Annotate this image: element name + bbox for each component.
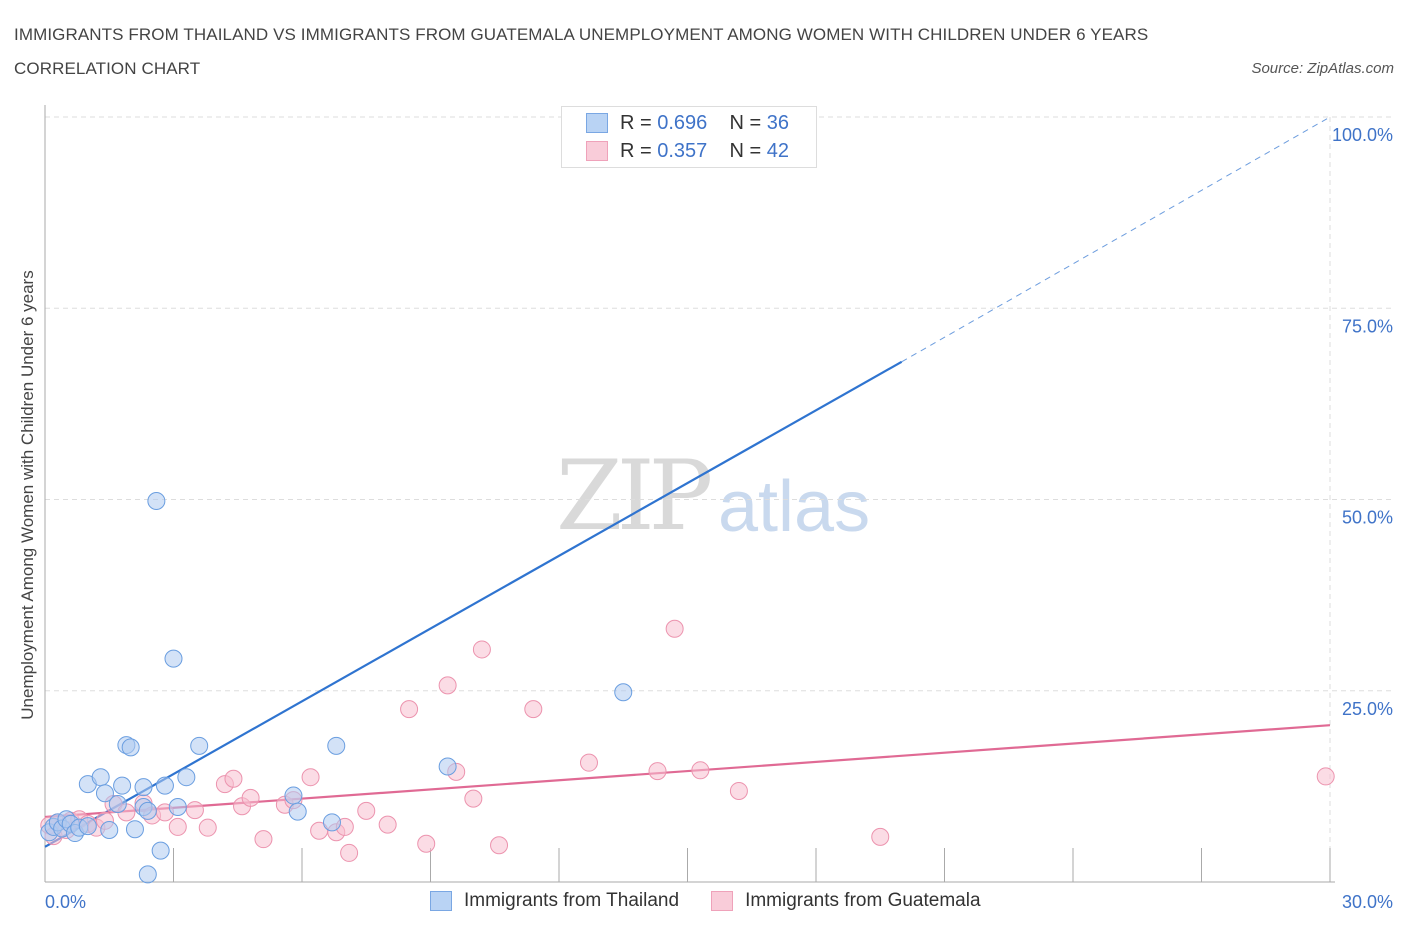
series-legend: Immigrants from Thailand Immigrants from… (430, 888, 1013, 914)
thailand-point (121, 738, 140, 757)
thailand-point (91, 768, 110, 787)
legend-item-thailand[interactable]: Immigrants from Thailand (430, 890, 679, 912)
watermark-zip: ZIP (556, 440, 713, 552)
thailand-trend-extension (901, 116, 1331, 363)
thailand-point (78, 817, 97, 836)
thailand-point (151, 841, 170, 860)
thailand-point (164, 649, 183, 668)
guatemala-point (464, 789, 483, 808)
stats-row-guatemala: R = 0.357 N = 42 (586, 139, 789, 163)
thailand-point (134, 778, 153, 797)
thailand-point (155, 776, 174, 795)
guatemala-point (665, 619, 684, 638)
guatemala-point (871, 827, 890, 846)
axes (44, 105, 1335, 883)
guatemala-point (198, 818, 217, 837)
y-tick-label: 25.0% (1342, 699, 1393, 719)
guatemala-point (490, 836, 509, 855)
r-label: R = (620, 139, 652, 162)
thailand-point (177, 768, 196, 787)
thailand-point (322, 813, 341, 832)
grid-lines (45, 116, 1395, 882)
r-value: 0.357 (657, 139, 708, 162)
guatemala-point (224, 769, 243, 788)
y-tick-label: 100.0% (1332, 125, 1393, 145)
guatemala-trend-line (44, 724, 1331, 819)
n-value: 42 (766, 139, 790, 162)
guatemala-point (691, 761, 710, 780)
thailand-point (138, 865, 157, 884)
thailand-point (138, 801, 157, 820)
thailand-point (190, 736, 209, 755)
guatemala-point (340, 843, 359, 862)
guatemala-point (378, 815, 397, 834)
guatemala-point (357, 801, 376, 820)
guatemala-point (579, 753, 598, 772)
thailand-swatch (430, 891, 452, 911)
guatemala-point (729, 781, 748, 800)
guatemala-point (438, 676, 457, 695)
x-tick-label: 0.0% (45, 892, 86, 912)
guatemala-swatch (586, 141, 608, 161)
thailand-point (168, 798, 187, 817)
y-tick-label: 75.0% (1342, 316, 1393, 336)
data-points (40, 108, 1335, 884)
guatemala-point (254, 830, 273, 849)
n-label: N = (729, 139, 762, 162)
guatemala-point (524, 700, 543, 719)
thailand-point (95, 784, 114, 803)
thailand-point (125, 820, 144, 839)
stats-legend: R = 0.696 N = 36 R = 0.357 N = 42 (561, 106, 817, 168)
n-value: 36 (766, 111, 790, 134)
guatemala-point (185, 801, 204, 820)
guatemala-point (168, 817, 187, 836)
thailand-trend-line (44, 360, 903, 848)
thailand-point (113, 776, 132, 795)
legend-item-guatemala[interactable]: Immigrants from Guatemala (711, 890, 981, 912)
thailand-point (147, 492, 166, 511)
legend-label-thailand: Immigrants from Thailand (464, 890, 680, 911)
r-value: 0.696 (657, 111, 708, 134)
guatemala-point (301, 768, 320, 787)
guatemala-point (400, 700, 419, 719)
thailand-point (288, 802, 307, 821)
watermark-atlas: atlas (718, 467, 871, 547)
stats-row-thailand: R = 0.696 N = 36 (586, 111, 789, 135)
chart-title: IMMIGRANTS FROM THAILAND VS IMMIGRANTS F… (14, 25, 1149, 78)
trend-lines (44, 116, 1331, 848)
thailand-point (100, 820, 119, 839)
guatemala-point (648, 762, 667, 781)
guatemala-point (241, 788, 260, 807)
legend-label-guatemala: Immigrants from Guatemala (745, 890, 981, 911)
thailand-point (108, 794, 127, 813)
guatemala-point (1316, 767, 1335, 786)
guatemala-point (417, 834, 436, 853)
x-tick-label: 30.0% (1342, 892, 1393, 912)
thailand-point (284, 786, 303, 805)
guatemala-point (472, 640, 491, 659)
thailand-point (438, 757, 457, 776)
thailand-point (327, 736, 346, 755)
y-tick-label: 50.0% (1342, 508, 1393, 528)
source-note: Source: ZipAtlas.com (1251, 60, 1394, 77)
thailand-swatch (586, 113, 608, 133)
guatemala-swatch (711, 891, 734, 911)
tick-labels: 25.0% 50.0% 75.0% 100.0% 0.0% 30.0% (45, 125, 1393, 912)
r-label: R = (620, 111, 652, 134)
n-label: N = (729, 111, 762, 134)
thailand-point (614, 683, 633, 702)
